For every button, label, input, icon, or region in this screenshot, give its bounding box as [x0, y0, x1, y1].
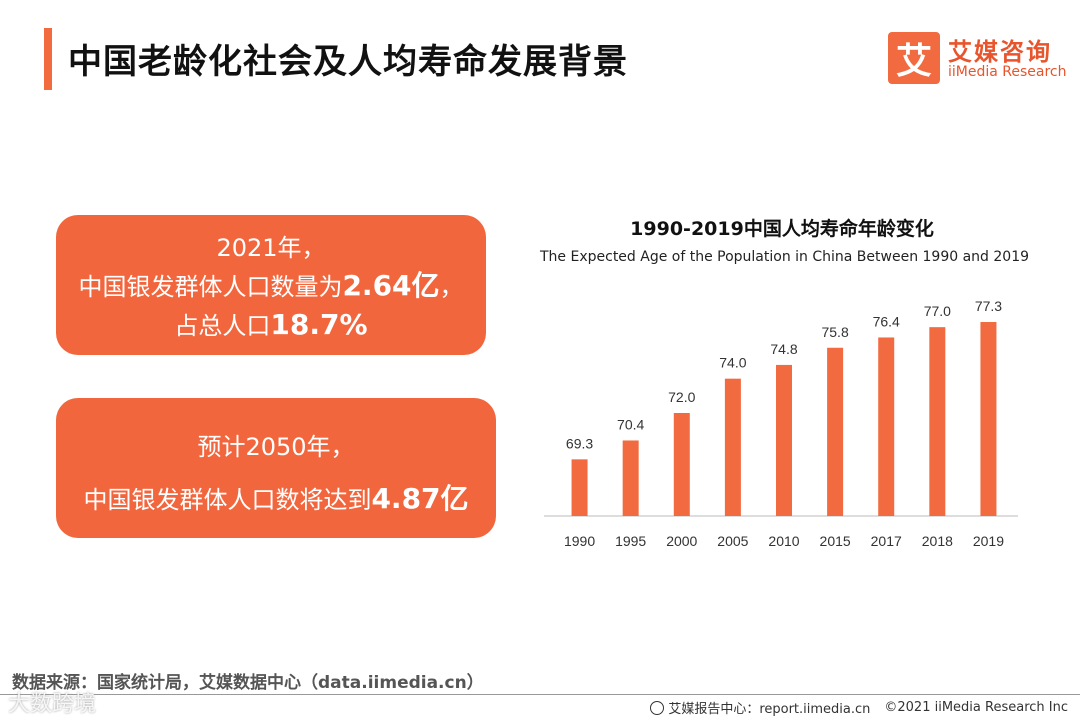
x-tick-1990: 1990 [564, 533, 595, 549]
bar-2015 [827, 347, 844, 516]
report-center-link[interactable]: 艾媒报告中心：report.iimedia.cn [668, 702, 871, 717]
value-label-2015: 75.8 [821, 324, 848, 340]
footer-info: 艾媒报告中心：report.iimedia.cn ©2021 iiMedia R… [650, 698, 1068, 717]
card1-population-value: 2.64亿 [342, 269, 440, 302]
card1-line2-prefix: 中国银发群体人口数量为 [78, 273, 343, 301]
bar-2005 [724, 378, 741, 516]
bar-1995 [622, 440, 639, 516]
card1-line3-prefix: 占总人口 [174, 312, 271, 340]
bar-2000 [673, 413, 690, 516]
card2-population-value: 4.87亿 [371, 482, 469, 515]
value-label-2010: 74.8 [770, 341, 797, 357]
value-label-2017: 76.4 [873, 313, 900, 329]
life-expectancy-bar-chart: 69.3 1990 70.4 1995 72.0 2000 74.0 2005 74.8 2010… [544, 298, 1018, 549]
card1-share-value: 18.7% [270, 308, 368, 341]
value-label-2005: 74.0 [719, 355, 746, 371]
x-tick-2015: 2015 [820, 533, 851, 549]
data-source: 数据来源：国家统计局，艾媒数据中心（data.iimedia.cn） [12, 673, 484, 693]
bar-2017 [878, 337, 895, 516]
x-tick-1995: 1995 [615, 533, 646, 549]
value-label-2019: 77.3 [975, 298, 1002, 314]
logo-mark: 艾 [888, 32, 940, 84]
value-label-2018: 77.0 [924, 303, 951, 319]
chart-title: 1990-2019中国人均寿命年龄变化 [630, 218, 934, 240]
watermark: 大数跨境 [8, 692, 97, 717]
value-label-2000: 72.0 [668, 389, 695, 405]
card2-line1: 预计2050年， [197, 433, 355, 461]
card1-line2-suffix: ， [439, 273, 464, 301]
value-label-1995: 70.4 [617, 416, 644, 432]
globe-icon [650, 700, 665, 715]
stat-card-2050: 预计2050年， 中国银发群体人口数将达到4.87亿 [56, 398, 496, 538]
title-accent-bar [44, 28, 52, 90]
x-tick-2010: 2010 [768, 533, 799, 549]
bar-1990 [571, 459, 588, 516]
x-tick-2018: 2018 [922, 533, 953, 549]
logo-name-cn: 艾媒咨询 [948, 38, 1052, 66]
bar-2010 [776, 364, 792, 516]
x-tick-2017: 2017 [871, 533, 902, 549]
bar-2019 [980, 322, 997, 516]
logo-name-en: iiMedia Research [948, 64, 1067, 80]
chart-subtitle: The Expected Age of the Population in Ch… [540, 249, 1030, 265]
x-tick-2000: 2000 [666, 533, 697, 549]
card1-line2: 中国银发群体人口数量为2.64亿， [56, 267, 486, 306]
card2-line2-prefix: 中国银发群体人口数将达到 [83, 486, 372, 514]
page-title: 中国老龄化社会及人均寿命发展背景 [68, 42, 628, 82]
card1-line3: 占总人口18.7% [56, 306, 486, 345]
iimedia-logo: 艾 艾媒咨询 iiMedia Research [888, 32, 1067, 84]
footer-divider [0, 694, 1080, 695]
card2-line2: 中国银发群体人口数将达到4.87亿 [56, 480, 496, 519]
card1-line1: 2021年， [216, 234, 326, 262]
value-label-1990: 69.3 [566, 435, 593, 451]
x-tick-2005: 2005 [717, 533, 748, 549]
copyright: ©2021 iiMedia Research Inc [884, 700, 1068, 715]
bar-2018 [929, 327, 946, 516]
stat-card-2021: 2021年， 中国银发群体人口数量为2.64亿， 占总人口18.7% [56, 215, 486, 355]
x-tick-2019: 2019 [973, 533, 1004, 549]
